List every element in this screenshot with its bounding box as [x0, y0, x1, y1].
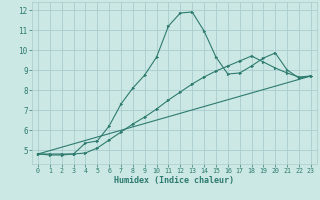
X-axis label: Humidex (Indice chaleur): Humidex (Indice chaleur)	[115, 176, 234, 185]
